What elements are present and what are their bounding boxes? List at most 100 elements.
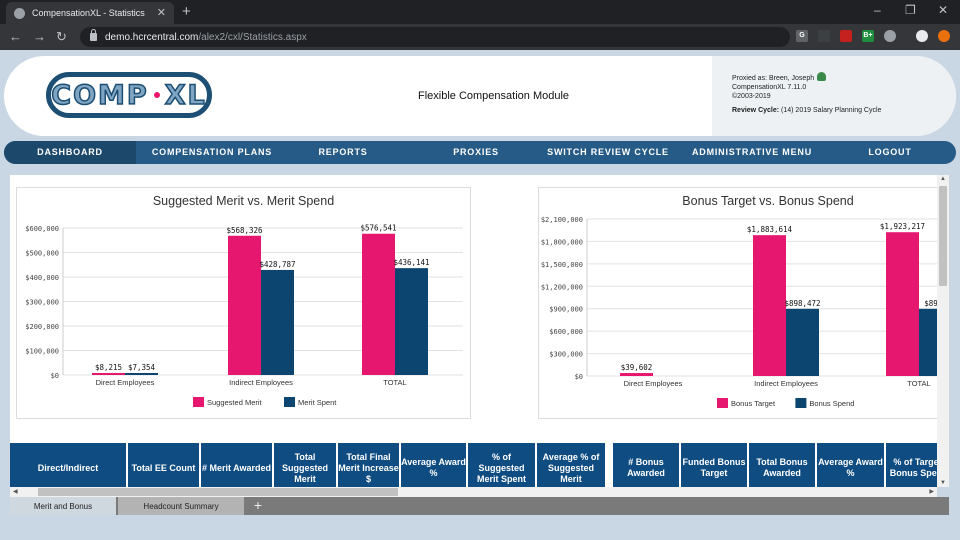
menu-proxies[interactable]: PROXIES: [453, 147, 499, 157]
y-tick-label: $200,000: [25, 323, 59, 331]
bar-bonus-target[interactable]: [620, 373, 653, 376]
col-header-total-ee-count[interactable]: Total EE Count: [128, 443, 199, 487]
menu-switch-review-cycle[interactable]: SWITCH REVIEW CYCLE: [547, 147, 669, 157]
bar-merit-spent[interactable]: [395, 268, 428, 375]
bar-suggested-merit[interactable]: [228, 235, 261, 375]
data-label: $568,326: [226, 226, 263, 235]
y-tick-label: $300,000: [25, 299, 59, 307]
vertical-scroll-thumb[interactable]: [939, 186, 947, 286]
y-tick-label: $1,800,000: [541, 238, 583, 246]
legend-swatch: [284, 397, 295, 407]
sheet-tab-merit-and-bonus[interactable]: Merit and Bonus: [10, 497, 116, 515]
bar-bonus-target[interactable]: [886, 232, 919, 376]
logo-text-right: XL: [164, 79, 207, 112]
review-cycle-value: (14) 2019 Salary Planning Cycle: [779, 107, 882, 114]
x-tick-label: Indirect Employees: [754, 379, 818, 388]
add-sheet-icon[interactable]: +: [253, 497, 263, 513]
bar-bonus-spend[interactable]: [786, 308, 819, 376]
menu-dashboard[interactable]: DASHBOARD: [4, 141, 136, 164]
browser-tabstrip: CompensationXL - Statistics ✕ + – ❐ ✕: [0, 0, 960, 24]
legend-swatch: [717, 398, 728, 408]
new-tab-icon[interactable]: +: [182, 3, 191, 20]
address-bar[interactable]: demo.hcrcentral.com/alex2/cxl/Statistics…: [80, 27, 808, 47]
bar-suggested-merit[interactable]: [362, 233, 395, 375]
extension-icon[interactable]: [818, 30, 830, 42]
data-label: $1,923,217: [880, 222, 925, 231]
main-menu: DASHBOARD COMPENSATION PLANS REPORTS PRO…: [4, 141, 956, 164]
menu-administrative[interactable]: ADMINISTRATIVE MENU: [691, 147, 813, 157]
horizontal-scrollbar[interactable]: ◀ ▶: [10, 487, 937, 497]
extension-icon[interactable]: G: [796, 30, 808, 42]
col-header-total-suggested-merit[interactable]: Total Suggested Merit: [274, 443, 336, 487]
col-header-merit-awarded[interactable]: # Merit Awarded: [201, 443, 272, 487]
col-header-bonus-awarded[interactable]: # Bonus Awarded: [613, 443, 679, 487]
col-header-direct-indirect[interactable]: Direct/Indirect: [10, 443, 126, 487]
vertical-scrollbar[interactable]: ▲ ▼: [937, 175, 949, 487]
bar-merit-spent[interactable]: [125, 373, 158, 375]
menu-reports[interactable]: REPORTS: [318, 147, 368, 157]
window-close-icon[interactable]: ✕: [938, 3, 949, 17]
col-header-average-award[interactable]: Average Award %: [401, 443, 466, 487]
reload-icon[interactable]: ↻: [56, 29, 67, 44]
user-info-box: Proxied as: Breen, Joseph CompensationXL…: [712, 56, 956, 136]
extension-icon[interactable]: [884, 30, 896, 42]
logo-text-left: COMP: [51, 79, 149, 112]
sheet-tabs: Merit and Bonus Headcount Summary +: [10, 497, 949, 515]
y-tick-label: $2,100,000: [541, 216, 583, 224]
col-header-average-award-bonus[interactable]: Average Award %: [817, 443, 884, 487]
chart-title: Suggested Merit vs. Merit Spend: [152, 194, 335, 208]
bar-suggested-merit[interactable]: [92, 372, 125, 375]
horizontal-scroll-thumb[interactable]: [38, 488, 398, 496]
globe-icon: [14, 7, 25, 19]
bar-chart: $0 $300,000 $600,000 $900,000 $1,200,000 $1,5…: [541, 216, 949, 408]
legend-label: Bonus Spend: [809, 399, 854, 408]
module-title: Flexible Compensation Module: [418, 90, 570, 102]
back-icon[interactable]: ←: [9, 29, 22, 44]
y-tick-label: $900,000: [549, 306, 583, 314]
x-tick-label: TOTAL: [383, 378, 406, 387]
data-label: $576,541: [360, 224, 396, 233]
app-header: COMP XL Flexible Compensation Module Prox…: [4, 56, 956, 136]
col-header-pct-suggested-merit-spent[interactable]: % of Suggested Merit Spent: [468, 443, 535, 487]
logo-dot: [153, 92, 160, 98]
scroll-up-icon[interactable]: ▲: [940, 176, 946, 182]
y-tick-label: $100,000: [25, 348, 59, 356]
col-header-total-final-merit[interactable]: Total Final Merit Increase $: [338, 443, 399, 487]
col-header-funded-bonus-target[interactable]: Funded Bonus Target: [681, 443, 747, 487]
chart-title: Bonus Target vs. Bonus Spend: [682, 194, 854, 208]
extension-icon[interactable]: [840, 30, 852, 42]
compxl-logo[interactable]: COMP XL: [46, 72, 212, 118]
col-header-total-bonus-awarded[interactable]: Total Bonus Awarded: [749, 443, 815, 487]
data-label: $39,602: [621, 363, 653, 372]
merit-chart-panel: Suggested Merit vs. Merit Spend $0 $100,0…: [16, 187, 471, 419]
menu-compensation-plans[interactable]: COMPENSATION PLANS: [151, 147, 273, 157]
browser-toolbar: ← → ↻ demo.hcrcentral.com/alex2/cxl/Stat…: [0, 24, 960, 50]
menu-logout[interactable]: LOGOUT: [868, 147, 912, 157]
y-tick-label: $1,200,000: [541, 283, 583, 291]
y-tick-label: $0: [575, 373, 583, 381]
col-header-avg-pct-suggested-merit[interactable]: Average % of Suggested Merit: [537, 443, 605, 487]
extension-icon[interactable]: B+: [862, 30, 874, 42]
legend-swatch: [193, 397, 204, 407]
bar-merit-spent[interactable]: [261, 269, 294, 375]
bar-bonus-target[interactable]: [753, 235, 786, 376]
extension-icon[interactable]: [938, 30, 950, 42]
legend-swatch: [795, 398, 807, 408]
browser-tab[interactable]: CompensationXL - Statistics ✕: [6, 2, 174, 24]
bar-chart: $0 $100,000 $200,000 $300,000 $400,000 $500,0…: [25, 224, 463, 407]
scroll-right-icon[interactable]: ▶: [929, 489, 934, 495]
forward-icon[interactable]: →: [33, 29, 46, 44]
scroll-down-icon[interactable]: ▼: [940, 480, 946, 486]
y-tick-label: $300,000: [549, 351, 583, 359]
y-tick-label: $600,000: [25, 225, 59, 233]
sheet-tab-headcount-summary[interactable]: Headcount Summary: [118, 497, 244, 515]
data-label: $428,787: [259, 260, 295, 269]
data-label: $7,354: [128, 363, 156, 372]
restore-icon[interactable]: ❐: [905, 3, 916, 17]
dashboard-content: Suggested Merit vs. Merit Spend $0 $100,0…: [10, 175, 949, 487]
close-tab-icon[interactable]: ✕: [156, 7, 166, 19]
version-text: CompensationXL 7.11.0: [732, 84, 807, 91]
extension-icon[interactable]: [916, 30, 928, 42]
minimize-icon[interactable]: –: [874, 3, 881, 17]
scroll-left-icon[interactable]: ◀: [13, 489, 18, 495]
